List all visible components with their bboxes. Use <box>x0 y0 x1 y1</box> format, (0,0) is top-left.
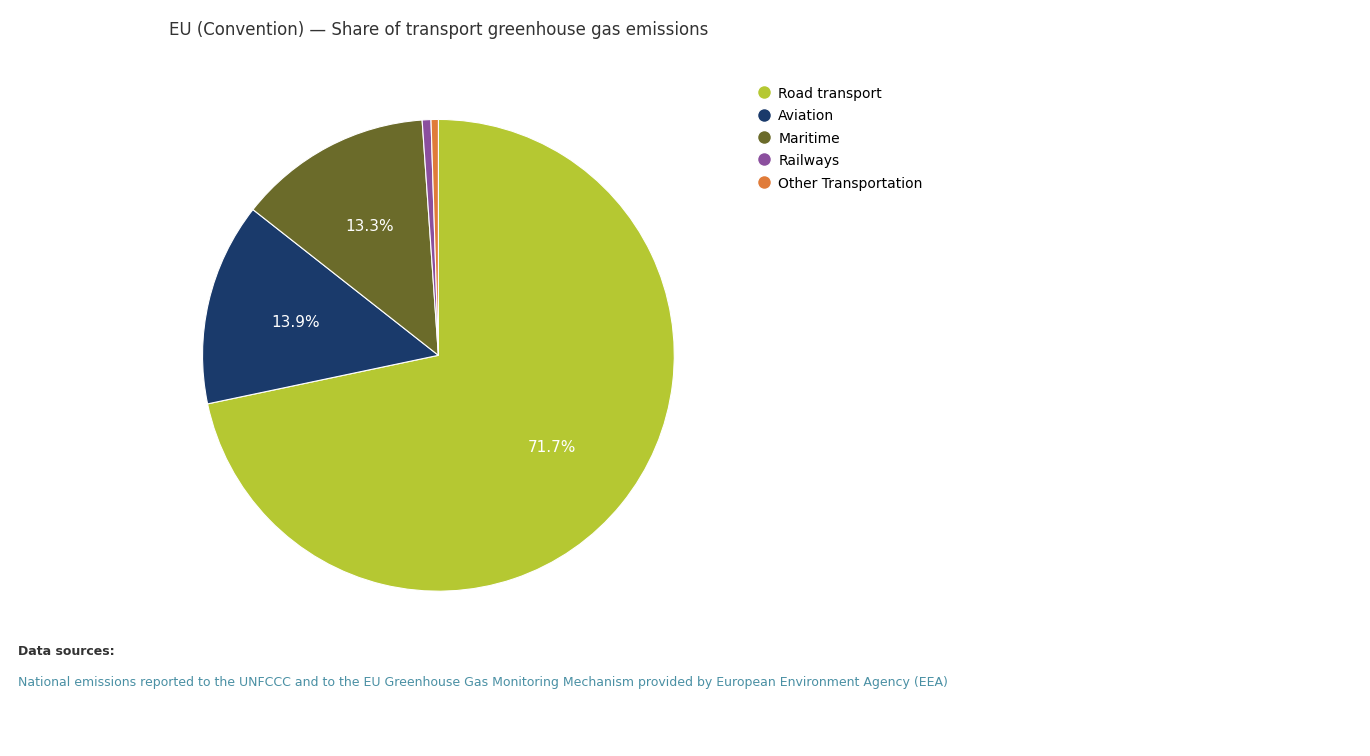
Title: EU (Convention) — Share of transport greenhouse gas emissions: EU (Convention) — Share of transport gre… <box>169 21 708 39</box>
Text: Data sources:: Data sources: <box>18 646 115 658</box>
Wedge shape <box>422 119 438 355</box>
Text: 13.3%: 13.3% <box>345 218 395 234</box>
Text: 13.9%: 13.9% <box>271 314 321 330</box>
Wedge shape <box>203 209 438 404</box>
Legend: Road transport, Aviation, Maritime, Railways, Other Transportation: Road transport, Aviation, Maritime, Rail… <box>752 79 930 197</box>
Text: National emissions reported to the UNFCCC and to the EU Greenhouse Gas Monitorin: National emissions reported to the UNFCC… <box>18 677 948 689</box>
Text: 71.7%: 71.7% <box>527 440 577 455</box>
Wedge shape <box>253 120 438 355</box>
Wedge shape <box>432 119 438 355</box>
Wedge shape <box>208 119 674 591</box>
